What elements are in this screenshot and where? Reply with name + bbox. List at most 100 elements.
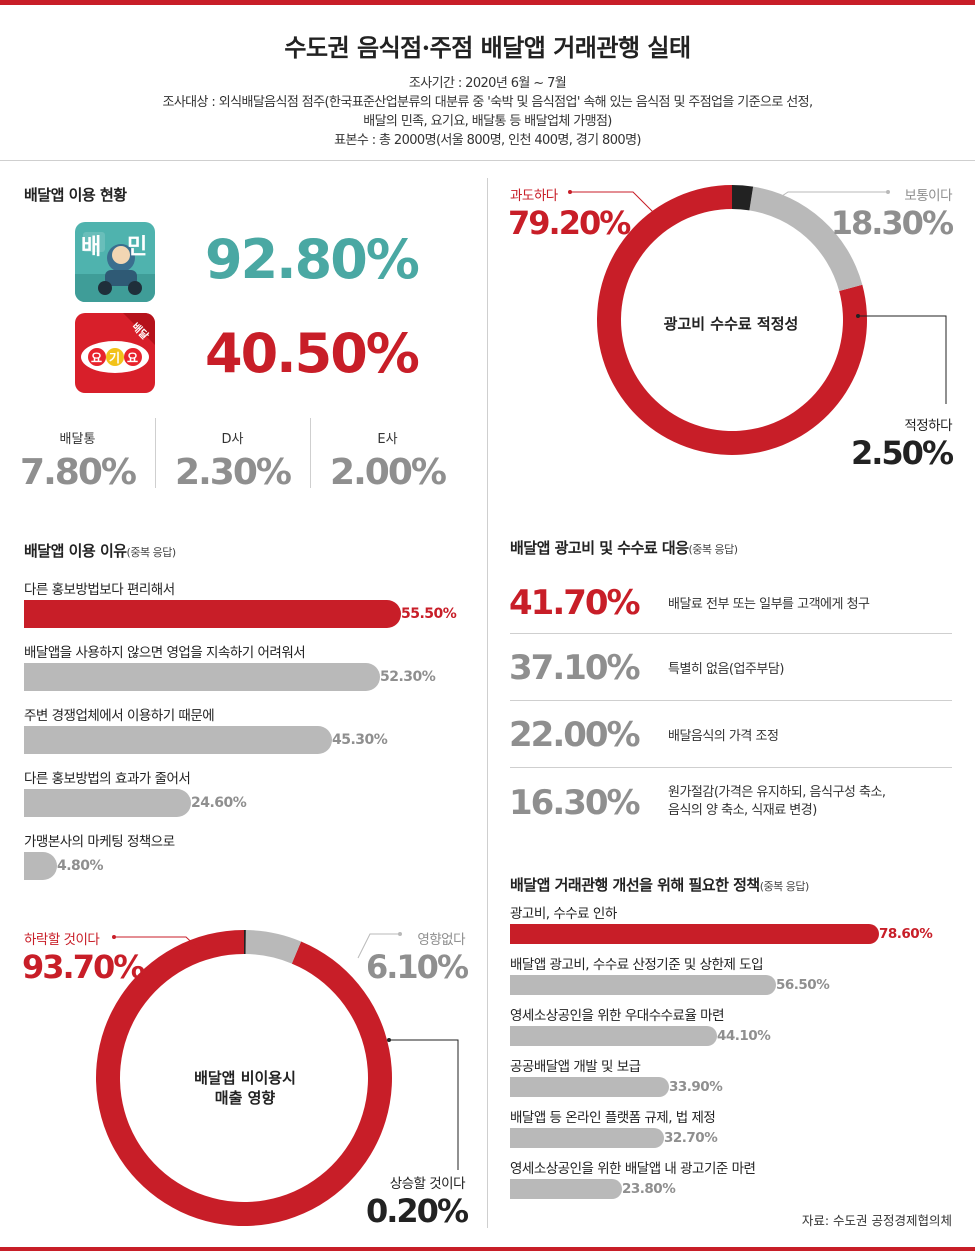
response-separator-3 [510,767,952,768]
baemin-app-icon: 배 민 [75,222,155,302]
bar [24,789,191,817]
other-app-pct-2: 2.30% [175,452,292,493]
fee-donut-center-label: 광고비 수수료 적정성 [663,315,799,333]
bar [510,924,879,944]
bar [510,1026,717,1046]
bar [510,1077,669,1097]
bar-label: 주변 경쟁업체에서 이용하기 때문에 [24,708,215,724]
reasons-bar-chart: 다른 홍보방법보다 편리해서 55.50% 배달앱을 사용하지 않으면 영업을 지속… [24,578,464,888]
column-divider [487,178,488,1228]
leader-line [570,191,654,213]
bar-label: 공공배달앱 개발 및 보급 [510,1059,641,1075]
bar-value-label: 33.90% [669,1079,723,1095]
bar-label: 배달앱 등 온라인 플랫폼 규제, 법 제정 [510,1110,716,1126]
bar-label: 다른 홍보방법의 효과가 줄어서 [24,771,191,787]
other-app-label-2: D사 [221,432,244,447]
other-app-separator-1 [155,418,156,488]
fee-excessive-label: 과도하다 [510,188,558,204]
yogiyo-usage-pct: 40.50% [205,322,420,385]
bar-label: 배달앱 광고비, 수수료 산정기준 및 상한제 도입 [510,957,764,973]
other-app-pct-3: 2.00% [330,452,447,493]
response-text-4: 원가절감(가격은 유지하되, 음식구성 축소, 음식의 양 축소, 식재료 변경… [668,785,886,818]
leader-line [772,191,888,203]
fee-donut-chart [568,185,947,455]
baemin-icon-char-2: 민 [127,235,147,260]
fee-normal-label: 보통이다 [904,188,952,204]
response-text-3: 배달음식의 가격 조정 [668,729,779,744]
survey-target-line2: 배달의 민족, 요기요, 배달통 등 배달업체 가맹점) [363,114,612,129]
bar-value-label: 55.50% [401,606,457,622]
leader-dot [398,932,402,936]
other-app-separator-2 [310,418,311,488]
svg-text:기: 기 [109,350,120,365]
bar [510,1128,664,1148]
other-app-pct-1: 7.80% [20,452,137,493]
bar-value-label: 44.10% [717,1028,771,1044]
yogiyo-app-icon: 배달 요 기 요 [75,313,155,393]
fee-adequate-label: 적정하다 [904,418,952,434]
leader-line [357,933,400,959]
bar [24,663,380,691]
bar-label: 배달앱을 사용하지 않으면 영업을 지속하기 어려워서 [24,645,306,661]
bar [24,852,57,880]
bottom-accent-line [0,1247,975,1251]
bar-label: 영세소상공인을 위한 배달앱 내 광고기준 마련 [510,1161,756,1177]
impact-rise-label: 상승할 것이다 [389,1176,466,1192]
bar [510,975,776,995]
bar-value-label: 45.30% [332,732,388,748]
donut-segment [732,185,754,211]
leader-line [389,1039,459,1170]
bar-value-label: 78.60% [879,926,933,942]
usage-section-title: 배달앱 이용 현황 [24,186,127,204]
bar-value-label: 52.30% [380,669,436,685]
bar-label: 가맹본사의 마케팅 정책으로 [24,834,175,850]
top-accent-line [0,0,975,5]
impact-donut-chart [96,930,459,1226]
impact-none-pct: 6.10% [365,948,469,986]
bar-value-label: 32.70% [664,1130,718,1146]
baemin-usage-pct: 92.80% [205,228,420,291]
other-app-label-1: 배달통 [59,432,96,447]
leader-dot [886,190,890,194]
bar [510,1179,622,1199]
donut-segment [245,930,302,964]
source-note: 자료: 수도권 공정경제협의체 [801,1213,952,1228]
leader-line [858,315,947,404]
response-pct-2: 37.10% [509,648,641,688]
infographic-title: 수도권 음식점·주점 배달앱 거래관행 실태 [284,33,691,62]
bar-label: 다른 홍보방법보다 편리해서 [24,582,175,598]
bar-value-label: 56.50% [776,977,830,993]
response-pct-1: 41.70% [509,583,641,623]
response-pct-4: 16.30% [509,783,641,823]
leader-line [114,936,201,951]
impact-fall-pct: 93.70% [22,948,145,986]
header-divider [0,160,975,161]
response-text-2: 특별히 없음(업주부담) [668,662,784,677]
bar-value-label: 4.80% [57,858,104,874]
response-separator-2 [510,700,952,701]
fee-normal-pct: 18.30% [830,204,954,242]
policy-section-title: 배달앱 거래관행 개선을 위해 필요한 정책(중복 응답) [510,876,809,894]
donut-segment [244,930,246,955]
response-separator-1 [510,633,952,634]
leader-dot [856,314,860,318]
leader-dot [112,935,116,939]
svg-text:요: 요 [91,351,102,365]
bar-value-label: 23.80% [622,1181,676,1197]
fee-adequate-pct: 2.50% [850,434,954,472]
response-section-title: 배달앱 광고비 및 수수료 대응(중복 응답) [510,539,738,557]
impact-rise-pct: 0.20% [365,1192,469,1230]
survey-period: 조사기간 : 2020년 6월 ~ 7월 [408,76,567,91]
bar-label: 영세소상공인을 위한 우대수수료율 마련 [510,1008,725,1024]
impact-fall-label: 하락할 것이다 [24,932,100,948]
survey-target-line1: 조사대상 : 외식배달음식점 점주(한국표준산업분류의 대분류 중 '숙박 및 … [162,95,813,110]
donut-segment [749,186,863,292]
response-text-1: 배달료 전부 또는 일부를 고객에게 청구 [668,597,870,612]
sample-size: 표본수 : 총 2000명(서울 800명, 인천 400명, 경기 800명) [334,133,641,148]
other-app-label-3: E사 [377,432,398,447]
bar-label: 광고비, 수수료 인하 [510,906,617,922]
leader-dot [568,190,572,194]
bar-value-label: 24.60% [191,795,247,811]
svg-text:요: 요 [127,351,138,365]
bar [24,726,332,754]
